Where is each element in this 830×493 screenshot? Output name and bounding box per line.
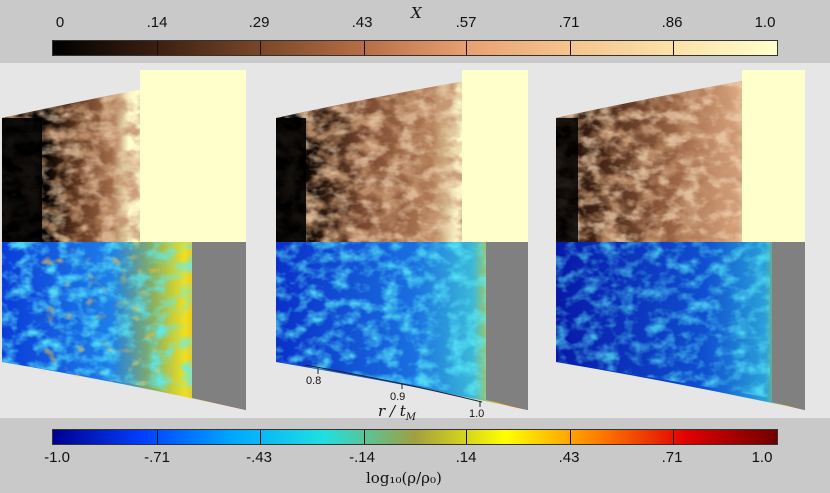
- radius-tick-label: 0.9: [390, 391, 406, 403]
- colorbar-tick-label: .57: [455, 14, 477, 31]
- colorbar-tick: [569, 430, 571, 444]
- colorbar-tick-label: .71: [558, 14, 580, 31]
- panel-right: [556, 70, 805, 410]
- colorbar-tick-label: .71: [661, 449, 683, 466]
- radius-axis-title: r / tM: [378, 402, 417, 423]
- colorbar-tick: [673, 41, 675, 55]
- colorbar-tick: [673, 430, 675, 444]
- colorbar-tick-label: -.14: [349, 449, 375, 466]
- simulation-panels: [2, 70, 805, 410]
- colorbar-tick-label: .86: [661, 14, 683, 31]
- radius-tick-label: 0.8: [306, 375, 322, 387]
- radius-axis: [304, 364, 483, 407]
- colorbar-tick-label: .43: [558, 449, 580, 466]
- colorbar-tick: [156, 430, 158, 444]
- colorbar-tick-label: .43: [351, 14, 373, 31]
- colorbar-tick-label: -.43: [246, 449, 272, 466]
- colorbar-tick: [466, 41, 468, 55]
- colorbar-tick: [363, 41, 365, 55]
- colorbar-tick-label: 0: [55, 14, 65, 31]
- density-colorbar: [52, 429, 778, 445]
- radius-tick-label: 1.0: [469, 408, 485, 420]
- colorbar-tick-label: .14: [455, 449, 477, 466]
- colorbar-tick: [466, 430, 468, 444]
- colorbar-tick-label: 1.0: [751, 449, 773, 466]
- colorbar-tick-label: .29: [248, 14, 270, 31]
- composition-colorbar: [52, 40, 778, 56]
- composition-colorbar-title: X: [411, 4, 422, 22]
- density-colorbar-title: log₁₀(ρ/ρ₀): [366, 469, 442, 487]
- colorbar-tick: [569, 41, 571, 55]
- colorbar-tick-label: .14: [146, 14, 168, 31]
- colorbar-tick: [260, 430, 262, 444]
- colorbar-tick: [260, 41, 262, 55]
- panel-center: [276, 70, 528, 410]
- colorbar-tick: [156, 41, 158, 55]
- colorbar-tick: [363, 430, 365, 444]
- panel-left: [2, 70, 246, 410]
- colorbar-tick-label: -1.0: [44, 449, 70, 466]
- colorbar-tick-label: -.71: [144, 449, 170, 466]
- colorbar-tick-label: 1.0: [754, 14, 776, 31]
